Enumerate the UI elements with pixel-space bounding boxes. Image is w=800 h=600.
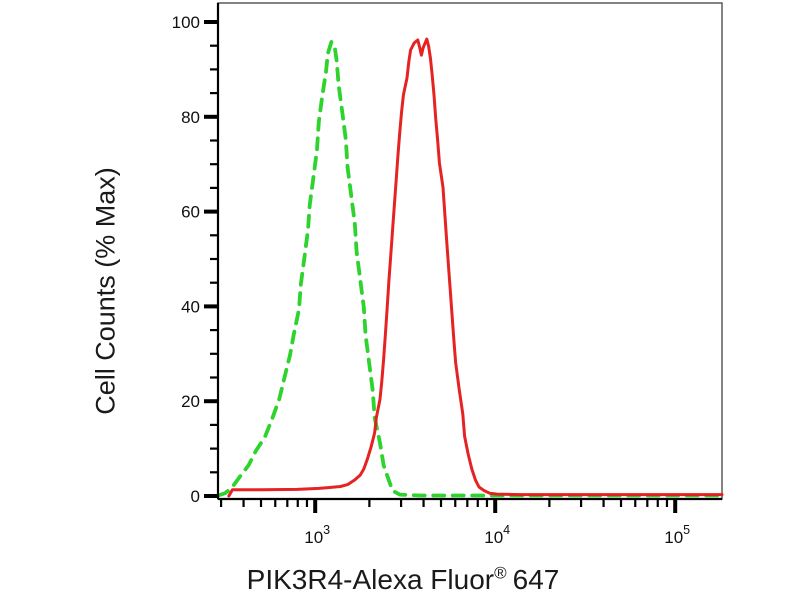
y-tick-label: 40: [181, 297, 200, 316]
x-axis-title: PIK3R4-Alexa Fluor® 647: [247, 564, 560, 596]
y-tick-label: 100: [172, 13, 200, 32]
x-tick-label: 104: [484, 523, 510, 547]
y-tick-label: 20: [181, 392, 200, 411]
x-axis-title-main: PIK3R4-Alexa Fluor: [246, 564, 495, 595]
x-axis-title-suffix: 647: [512, 564, 560, 595]
curve-control-dashed: [216, 40, 724, 498]
curve-sample-solid: [227, 37, 724, 498]
y-tick-label: 0: [191, 487, 200, 506]
registered-trademark-symbol: ®: [494, 563, 507, 583]
y-axis-label: Cell Counts (% Max): [90, 167, 121, 415]
y-tick-label: 60: [181, 203, 200, 222]
y-tick-label: 80: [181, 108, 200, 127]
x-tick-label: 103: [304, 523, 330, 547]
x-tick-label: 105: [664, 523, 690, 547]
plot-frame: [217, 2, 723, 500]
